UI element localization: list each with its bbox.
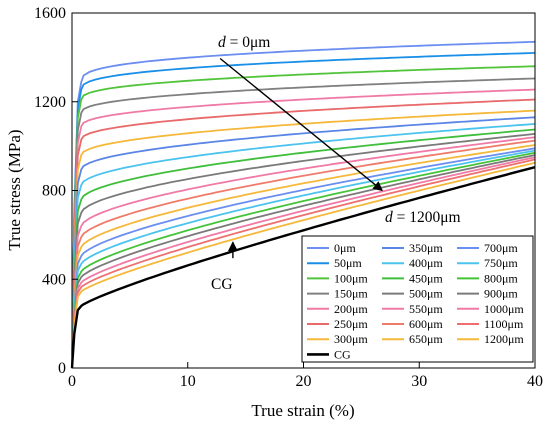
x-tick-label: 10 bbox=[180, 373, 196, 390]
annotations-group: d = 0μm d = 1200μm CG bbox=[211, 34, 461, 293]
series-line-500μm bbox=[71, 133, 536, 369]
legend-label: 450μm bbox=[409, 271, 443, 285]
legend-label: 250μm bbox=[334, 317, 368, 331]
legend-label: 500μm bbox=[409, 287, 443, 301]
x-axis-title: True strain (%) bbox=[251, 401, 354, 420]
x-tick-label: 0 bbox=[68, 373, 76, 390]
series-line-800μm bbox=[71, 151, 536, 369]
series-line-350μm bbox=[71, 116, 536, 369]
series-line-1100μm bbox=[71, 158, 536, 369]
annotation-label-top: d = 0μm bbox=[218, 34, 270, 51]
legend-label: CG bbox=[334, 347, 351, 361]
legend-label: 600μm bbox=[409, 317, 443, 331]
series-line-50μm bbox=[71, 52, 536, 369]
annotation-arrow-top bbox=[219, 57, 383, 192]
y-tick-label: 400 bbox=[42, 271, 66, 288]
series-line-550μm bbox=[71, 136, 536, 369]
series-line-600μm bbox=[71, 139, 536, 369]
y-tick-label: 1200 bbox=[34, 94, 66, 111]
series-line-450μm bbox=[71, 128, 536, 369]
y-tick-label: 0 bbox=[58, 360, 66, 377]
series-line-300μm bbox=[71, 109, 536, 369]
series-line-0μm bbox=[71, 40, 536, 369]
legend-label: 1100μm bbox=[484, 317, 524, 331]
legend-label: 650μm bbox=[409, 332, 443, 346]
legend-label: 700μm bbox=[484, 241, 518, 255]
series-line-700μm bbox=[71, 147, 536, 369]
curves-group bbox=[70, 40, 536, 369]
series-line-200μm bbox=[71, 88, 536, 369]
series-line-100μm bbox=[71, 65, 536, 369]
y-axis-title: True stress (MPa) bbox=[5, 129, 24, 250]
series-line-400μm bbox=[71, 123, 536, 369]
legend-label: 1000μm bbox=[484, 302, 524, 316]
annotation-label-bottom: d = 1200μm bbox=[385, 209, 461, 226]
legend-label: 150μm bbox=[334, 287, 368, 301]
legend-label: 900μm bbox=[484, 287, 518, 301]
legend-label: 550μm bbox=[409, 302, 443, 316]
legend-label: 0μm bbox=[334, 241, 356, 255]
legend-label: 350μm bbox=[409, 241, 443, 255]
y-tick-label: 800 bbox=[42, 183, 66, 200]
legend-label: 300μm bbox=[334, 332, 368, 346]
series-line-CG bbox=[70, 166, 536, 369]
series-line-750μm bbox=[71, 149, 536, 369]
legend-label: 100μm bbox=[334, 271, 368, 285]
legend-label: 50μm bbox=[334, 256, 362, 270]
y-tick-label: 1600 bbox=[34, 5, 66, 22]
series-line-1000μm bbox=[71, 156, 536, 369]
legend-label: 400μm bbox=[409, 256, 443, 270]
legend-box bbox=[301, 235, 534, 363]
series-line-900μm bbox=[71, 154, 536, 369]
x-tick-label: 30 bbox=[411, 373, 427, 390]
x-tick-label: 40 bbox=[527, 373, 543, 390]
series-line-150μm bbox=[71, 77, 536, 369]
annotation-label-cg: CG bbox=[211, 276, 233, 293]
series-line-1200μm bbox=[71, 161, 536, 369]
legend-label: 750μm bbox=[484, 256, 518, 270]
legend-label: 800μm bbox=[484, 271, 518, 285]
legend-label: 1200μm bbox=[484, 332, 524, 346]
series-line-650μm bbox=[71, 144, 536, 369]
x-tick-label: 20 bbox=[296, 373, 312, 390]
series-line-250μm bbox=[71, 98, 536, 369]
legend-label: 200μm bbox=[334, 302, 368, 316]
